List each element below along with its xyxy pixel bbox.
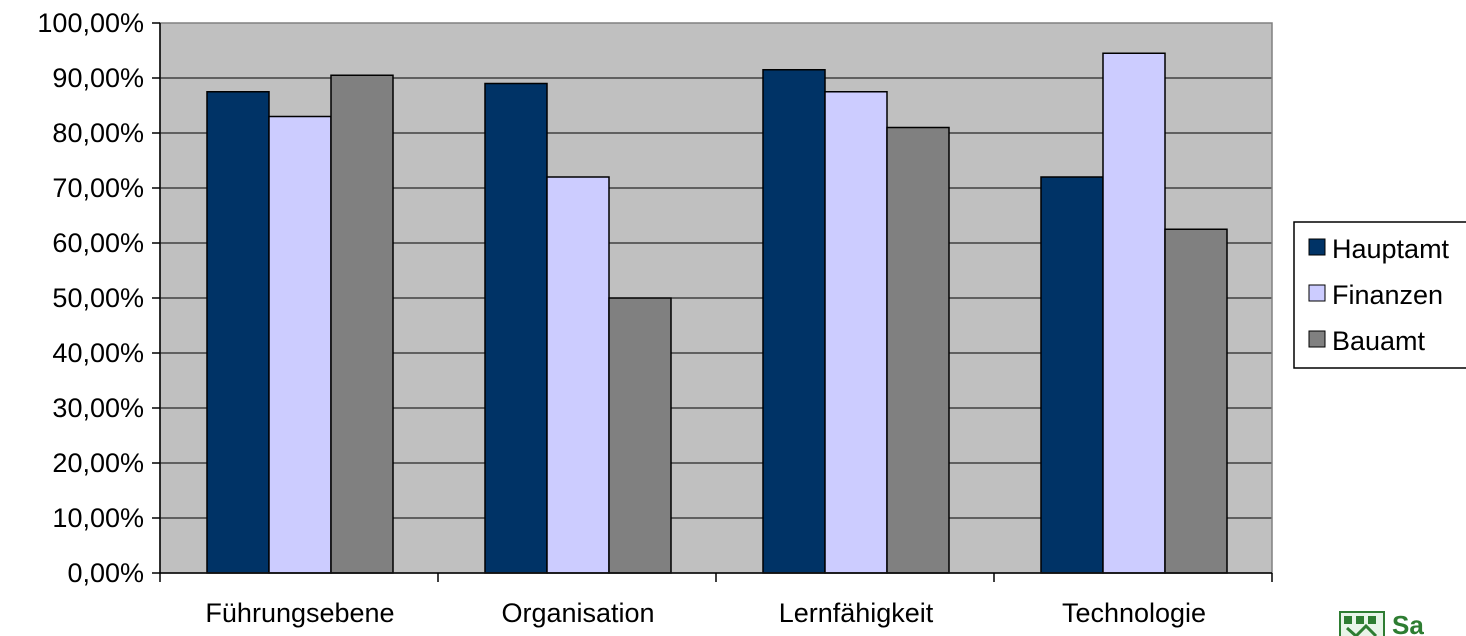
bar-bauamt-2 [608,297,672,574]
logo: Sa [1339,610,1424,636]
legend-label-finanzen: Finanzen [1332,280,1443,310]
legend-swatch-bauamt [1308,330,1326,348]
y-tick-label: 10,00% [52,503,144,533]
city-crest-icon [1339,611,1385,636]
y-tick-label: 80,00% [52,118,144,148]
y-tick-label: 70,00% [52,173,144,203]
bar-bauamt-3 [886,126,950,574]
y-tick-label: 50,00% [52,283,144,313]
logo-text: Sa [1392,610,1424,636]
legend: Hauptamt Finanzen Bauamt [1293,221,1466,369]
bar-hauptamt-4 [1040,176,1104,574]
x-tick-label: Technologie [1062,598,1206,628]
legend-swatch-finanzen [1308,284,1326,302]
x-tick-label: Lernfähigkeit [779,598,934,628]
legend-swatch-hauptamt [1308,238,1326,256]
legend-label-bauamt: Bauamt [1332,326,1426,356]
bar-finanzen-3 [824,91,888,574]
y-tick-label: 40,00% [52,338,144,368]
y-tick-label: 0,00% [67,558,144,588]
x-tick-label: Führungsebene [205,598,394,628]
bar-finanzen-4 [1102,52,1166,574]
x-tick-labels: Führungsebene Organisation Lernfähigkeit Te… [205,598,1206,628]
y-tick-label: 100,00% [37,8,144,38]
y-tick-labels: 0,00% 10,00% 20,00% 30,00% 40,00% 50,00% 60,00… [37,8,144,588]
axes [152,22,1273,582]
y-tick-label: 30,00% [52,393,144,423]
y-tick-label: 90,00% [52,63,144,93]
bar-bauamt-1 [330,74,394,574]
legend-label-hauptamt: Hauptamt [1332,234,1450,264]
bars [206,52,1228,574]
x-tick-label: Organisation [501,598,654,628]
bar-hauptamt-3 [762,69,826,574]
bar-bauamt-4 [1164,228,1228,574]
y-tick-label: 60,00% [52,228,144,258]
bar-hauptamt-1 [206,91,270,574]
bar-finanzen-1 [268,115,332,574]
bar-finanzen-2 [546,176,610,574]
bar-hauptamt-2 [484,82,548,574]
y-tick-label: 20,00% [52,448,144,478]
